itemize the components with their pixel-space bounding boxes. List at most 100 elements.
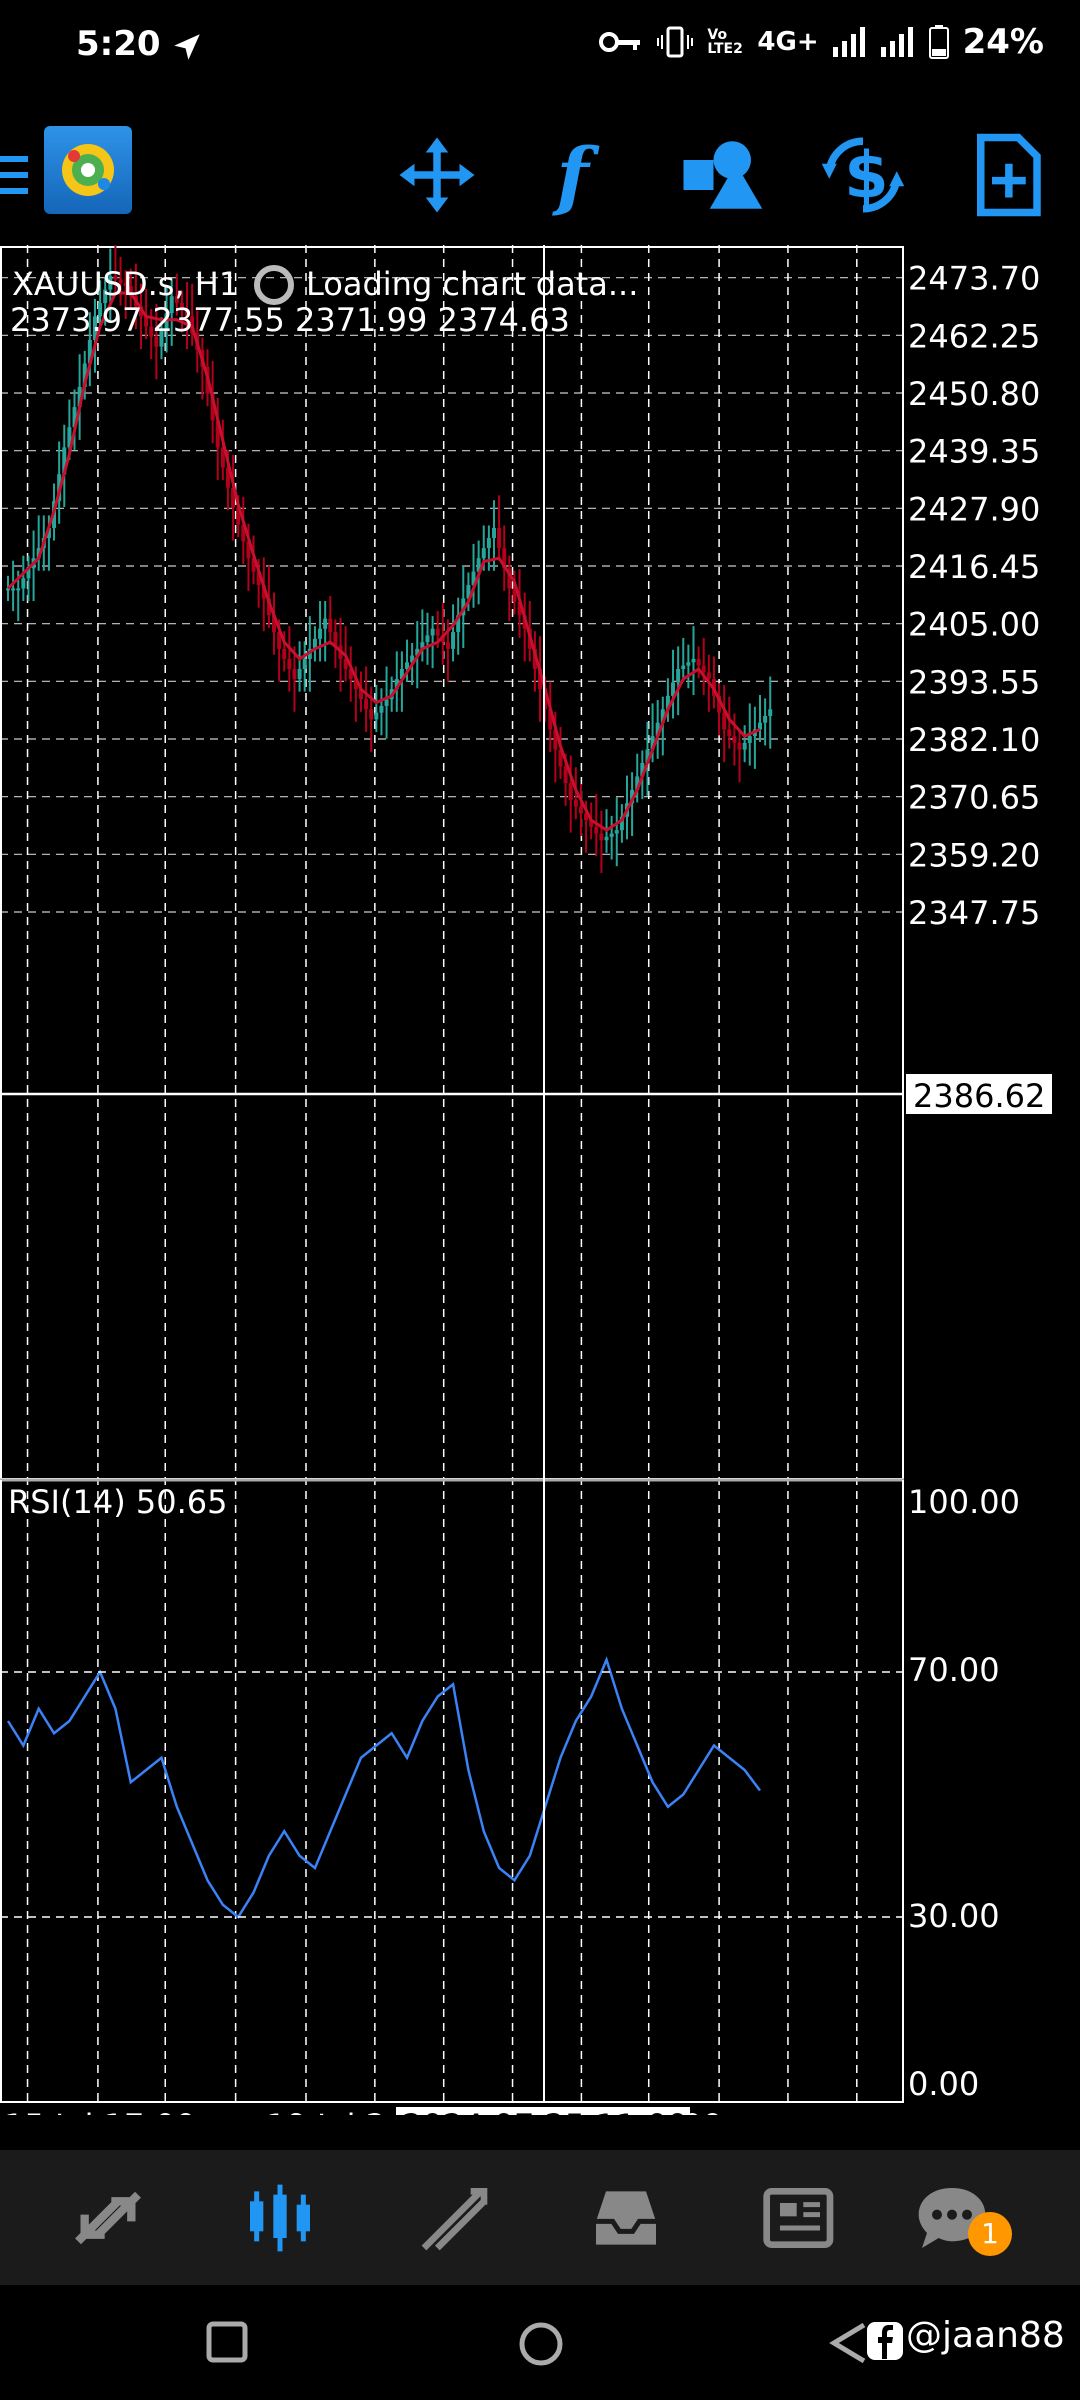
app-logo[interactable] xyxy=(44,126,132,214)
price-chart[interactable]: XAUUSD.s, H1 Loading chart data... 2373.… xyxy=(0,245,1080,2115)
candle-body xyxy=(399,668,404,680)
candle-body xyxy=(671,682,676,696)
candle-body xyxy=(16,588,21,591)
candle-body xyxy=(471,571,476,586)
candle-body xyxy=(384,699,389,706)
trade-dollar-icon[interactable]: $ xyxy=(818,130,908,220)
battery-percent: 24% xyxy=(962,22,1044,62)
candle-body xyxy=(353,679,358,690)
candle-body xyxy=(578,806,583,814)
home-icon[interactable] xyxy=(518,2321,564,2367)
candle-body xyxy=(379,705,384,713)
candle-body xyxy=(686,662,691,666)
objects-icon[interactable] xyxy=(676,130,766,220)
time-label-2: 19 Jul 2 xyxy=(266,2107,386,2115)
price-tick-1: 2473.70 xyxy=(908,260,1040,298)
candle-body xyxy=(231,487,236,508)
price-tick-7: 2405.00 xyxy=(908,606,1040,644)
candle-body xyxy=(619,816,624,831)
candle-body xyxy=(681,665,686,669)
candle-body xyxy=(727,729,732,737)
candle-body xyxy=(323,618,328,629)
function-icon[interactable]: f xyxy=(534,130,624,220)
candle-body xyxy=(497,527,502,549)
price-axis: 2485.152473.702462.252450.802439.352427.… xyxy=(908,260,1040,932)
news-icon[interactable] xyxy=(760,2178,840,2258)
candle-body xyxy=(461,598,466,616)
candle-body xyxy=(190,316,195,334)
crosshair-move-icon[interactable] xyxy=(392,130,482,220)
candle-body xyxy=(640,763,645,777)
candle-body xyxy=(302,658,307,669)
trade-icon[interactable] xyxy=(414,2178,494,2258)
candle-body xyxy=(696,658,701,666)
history-icon[interactable] xyxy=(586,2178,666,2258)
candle-body xyxy=(179,303,184,310)
candle-body xyxy=(185,309,190,317)
price-tick-12: 2347.75 xyxy=(908,894,1040,932)
candle-body xyxy=(717,695,722,713)
candles-group xyxy=(6,245,773,873)
price-tick-2: 2462.25 xyxy=(908,317,1040,355)
candle-body xyxy=(11,588,16,591)
candle-body xyxy=(481,548,486,559)
candle-body xyxy=(440,635,445,643)
candle-body xyxy=(430,628,435,636)
chart-toolbar: f $ xyxy=(0,110,1080,240)
candle-body xyxy=(568,783,573,800)
back-icon[interactable] xyxy=(828,2321,868,2365)
chart-icon[interactable] xyxy=(240,2178,320,2258)
signal-icon-2 xyxy=(880,27,913,57)
candle-body xyxy=(589,820,594,827)
loading-text: Loading chart data... xyxy=(306,265,638,303)
candle-body xyxy=(98,303,103,317)
price-tick-8: 2393.55 xyxy=(908,663,1040,701)
volte-label: Vo LTE2 xyxy=(707,27,743,57)
candle-body xyxy=(553,729,558,750)
candle-body xyxy=(139,306,144,317)
rsi-tick-0: 100.00 xyxy=(908,1483,1020,1521)
candle-body xyxy=(425,635,430,643)
candle-body xyxy=(420,642,425,649)
candle-body xyxy=(118,279,123,283)
quotes-icon[interactable] xyxy=(68,2178,148,2258)
candle-body xyxy=(502,548,507,569)
menu-icon[interactable] xyxy=(0,152,28,198)
candle-body xyxy=(548,709,553,730)
candle-body xyxy=(763,716,768,723)
bottom-navigation: 1 xyxy=(0,2150,1080,2285)
candle-body xyxy=(272,615,277,633)
candle-body xyxy=(159,329,164,347)
candle-body xyxy=(609,833,614,837)
price-tick-6: 2416.45 xyxy=(908,548,1040,586)
time-label-1: 15 Jul 17:00 xyxy=(4,2107,196,2115)
rsi-tick-3: 0.00 xyxy=(908,2065,979,2103)
candle-body xyxy=(445,642,450,649)
candle-body xyxy=(164,313,169,330)
candle-body xyxy=(282,648,287,659)
moving-average-line xyxy=(6,291,761,832)
candle-body xyxy=(635,776,640,790)
candle-body xyxy=(144,316,149,327)
chart-grid xyxy=(0,245,904,2103)
price-tick-5: 2427.90 xyxy=(908,490,1040,528)
candle-body xyxy=(584,813,589,821)
badge-count: 1 xyxy=(981,2217,999,2250)
price-tick-10: 2370.65 xyxy=(908,779,1040,817)
candle-body xyxy=(466,585,471,599)
candle-body xyxy=(691,658,696,663)
candle-body xyxy=(220,447,225,468)
new-order-icon[interactable] xyxy=(962,130,1052,220)
candle-body xyxy=(614,830,619,834)
recent-apps-icon[interactable] xyxy=(206,2321,248,2363)
candle-body xyxy=(599,833,604,841)
candle-body xyxy=(476,558,481,572)
current-price-tag: 2386.62 xyxy=(913,1077,1045,1115)
price-tick-4: 2439.35 xyxy=(908,433,1040,471)
candle-body xyxy=(374,712,379,720)
rsi-tick-1: 70.00 xyxy=(908,1651,1000,1689)
navigation-arrow-icon xyxy=(174,34,200,60)
price-tick-11: 2359.20 xyxy=(908,836,1040,874)
current-price-tag-bg xyxy=(906,1074,1052,1114)
candle-body xyxy=(256,571,261,586)
